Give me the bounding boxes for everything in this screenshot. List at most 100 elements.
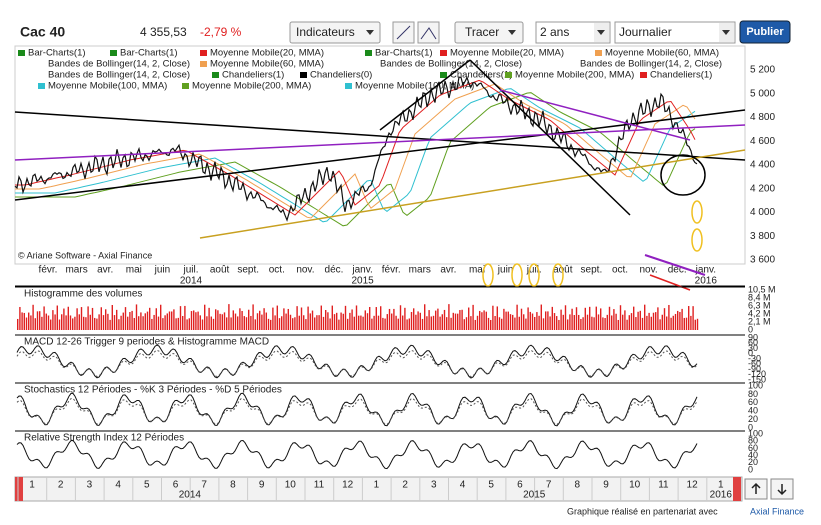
- volume-bar: [406, 319, 408, 330]
- volume-bar: [661, 314, 663, 330]
- navigator-icon: [777, 484, 787, 496]
- volume-bar: [459, 310, 461, 330]
- price-axis-label: 5 000: [750, 88, 775, 99]
- volume-bar: [265, 312, 267, 330]
- volume-bar: [604, 318, 606, 330]
- volume-bar: [622, 314, 624, 330]
- volume-bar: [382, 317, 384, 330]
- drawing-oval: [552, 263, 564, 287]
- volume-bar: [432, 315, 435, 330]
- volume-bar: [28, 312, 30, 330]
- volume-bar: [487, 317, 490, 330]
- legend-swatch: [182, 83, 189, 89]
- volume-bar: [127, 316, 129, 330]
- navigator-month: 7: [201, 480, 207, 491]
- volume-bar: [186, 319, 188, 330]
- volume-bar: [655, 312, 657, 330]
- panel-axis-label: 0: [748, 422, 753, 432]
- volume-bar: [228, 304, 230, 330]
- volume-bar: [584, 307, 586, 330]
- volume-bar: [287, 308, 289, 330]
- volume-bar: [47, 315, 50, 330]
- month-label: juin: [154, 265, 171, 276]
- publish-button[interactable]: Publier: [739, 20, 791, 44]
- change: -2,79 %: [200, 25, 242, 39]
- draw-tools[interactable]: [392, 21, 440, 44]
- volume-bar: [498, 317, 501, 330]
- volume-bar: [683, 317, 685, 330]
- volume-bar: [529, 311, 531, 330]
- volume-bar: [333, 314, 336, 330]
- trendline: [14, 124, 746, 161]
- indicators-dropdown[interactable]: Indicateurs: [289, 21, 381, 44]
- indicator-signal: [16, 349, 698, 378]
- volume-bar: [300, 307, 303, 330]
- volume-bar: [591, 316, 593, 330]
- panel-axis-label: 90: [748, 332, 758, 342]
- navigator-month: 8: [230, 480, 236, 491]
- price: 4 355,53: [140, 25, 187, 39]
- volume-bar: [569, 314, 571, 330]
- navigator-month: 9: [603, 480, 609, 491]
- legend-label: Moyenne Mobile(60, MMA): [605, 48, 719, 59]
- year-label: 2015: [351, 276, 374, 287]
- volume-bar: [305, 319, 307, 330]
- volume-bar: [193, 310, 195, 330]
- symbol: Cac 40: [20, 24, 65, 40]
- volume-bar: [512, 314, 514, 330]
- interval-select[interactable]: Journalier: [614, 21, 736, 44]
- volume-bar: [226, 317, 228, 330]
- month-label: juil.: [526, 265, 542, 276]
- volume-bar: [162, 318, 164, 330]
- panel-axis-label: 40: [748, 406, 758, 416]
- indicator-signal: [16, 398, 698, 426]
- volume-bar: [681, 308, 683, 330]
- volume-bar: [485, 311, 487, 330]
- volume-bar: [325, 309, 327, 330]
- volume-bar: [76, 308, 78, 330]
- navigator-handle[interactable]: [733, 477, 741, 501]
- year-label: 2016: [695, 276, 718, 287]
- volume-bar: [353, 316, 355, 330]
- volume-bar: [289, 314, 292, 330]
- legend-label: Chandeliers(1): [650, 70, 712, 81]
- month-label: oct.: [269, 265, 285, 276]
- volume-bar: [23, 312, 25, 330]
- volume-bar: [463, 319, 465, 330]
- trendline: [499, 89, 691, 141]
- volume-bar: [685, 317, 688, 330]
- volume-bar: [428, 310, 430, 330]
- volume-bar: [105, 309, 107, 330]
- footer-link[interactable]: Axial Finance: [750, 506, 804, 516]
- volume-bar: [692, 306, 694, 330]
- legend-label: Moyenne Mobile(60, MMA): [210, 59, 324, 70]
- legend-label: Bar-Charts(1): [120, 48, 178, 59]
- volume-bar: [256, 313, 259, 330]
- panel-title: Histogramme des volumes: [24, 289, 142, 300]
- volume-bar: [111, 305, 113, 330]
- volume-bar: [190, 311, 193, 330]
- volume-bar: [109, 319, 111, 330]
- volume-bar: [283, 308, 285, 330]
- volume-bar: [254, 319, 256, 330]
- volume-bar: [538, 315, 540, 330]
- volume-bar: [267, 318, 270, 330]
- volume-bar: [503, 308, 505, 330]
- panel-axis-label: 80: [748, 436, 758, 446]
- volume-bar: [369, 306, 371, 330]
- volume-bar: [465, 317, 468, 330]
- panel-axis-label: 60: [748, 338, 758, 348]
- draw-dropdown[interactable]: Tracer: [454, 21, 524, 44]
- navigator-handle[interactable]: [15, 477, 23, 501]
- volume-bar: [443, 309, 446, 330]
- period-select[interactable]: 2 ans: [535, 21, 611, 44]
- volume-bar: [628, 315, 630, 330]
- volume-bar: [135, 304, 138, 330]
- navigator-year: 2015: [523, 490, 546, 501]
- volume-bar: [212, 318, 215, 330]
- volume-bar: [318, 315, 320, 330]
- volume-bar: [384, 318, 386, 330]
- legend-label: Moyenne Mobile(20, MMA): [450, 48, 564, 59]
- volume-bar: [492, 305, 494, 330]
- volume-bar: [331, 305, 333, 330]
